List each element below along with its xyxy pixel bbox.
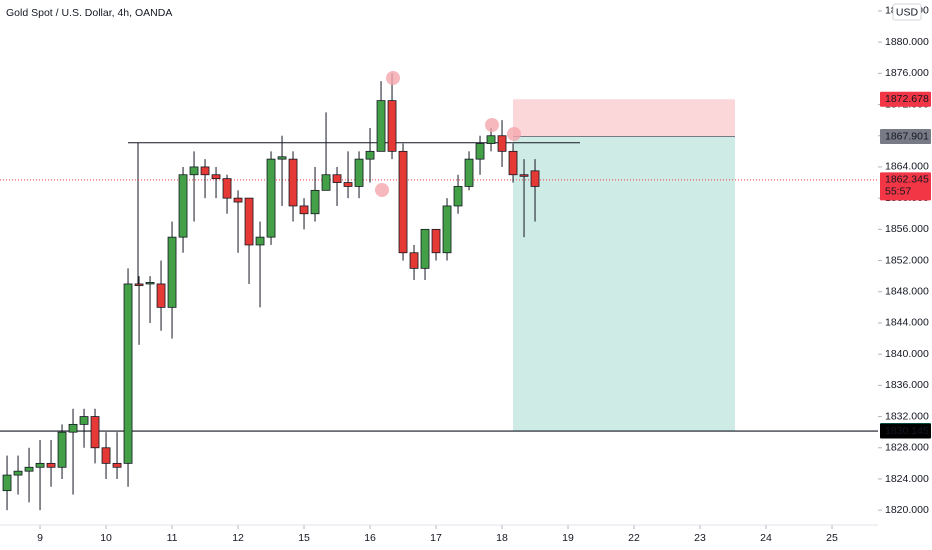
candle-body (68, 423, 78, 433)
candle-body (442, 205, 452, 254)
candle-body (310, 189, 320, 215)
x-tick-label: 12 (232, 532, 244, 544)
candle-body (288, 158, 298, 207)
candle-body (46, 462, 56, 468)
candle-body (13, 470, 23, 476)
candle-body (255, 236, 265, 246)
candle-body (57, 431, 67, 468)
x-tick-label: 17 (430, 532, 442, 544)
y-tick-label: 1832.000 (885, 410, 929, 422)
candle-body (409, 252, 419, 269)
position-layer (0, 99, 878, 432)
x-tick-label: 19 (562, 532, 574, 544)
y-tick-label: 1824.000 (885, 473, 929, 485)
price-tag (880, 172, 931, 201)
marker-circle (386, 71, 400, 85)
candle-body (211, 174, 221, 180)
candle-body (277, 156, 287, 160)
candle-body (145, 281, 155, 285)
candle-body (464, 158, 474, 187)
candle-body (387, 100, 397, 152)
candle-body (453, 186, 463, 207)
price-tag-label: 1872.678 (885, 93, 929, 105)
candle-body (376, 100, 386, 152)
y-tick-label: 1880.000 (885, 36, 929, 48)
chart-title: Gold Spot / U.S. Dollar, 4h, OANDA (6, 7, 172, 19)
candle-body (354, 158, 364, 187)
candles-layer (2, 73, 540, 511)
candle-body (200, 166, 210, 176)
price-tag (880, 423, 931, 439)
candle-body (156, 283, 166, 308)
y-tick-label: 1836.000 (885, 379, 929, 391)
price-tag-label: 1830.145 (885, 425, 929, 437)
y-tick-label: 1840.000 (885, 348, 929, 360)
x-tick-label: 9 (37, 532, 43, 544)
candle-body (244, 197, 254, 246)
candle-body (112, 462, 122, 468)
marker-circle (485, 118, 499, 132)
currency-box (892, 3, 922, 21)
candle-body (343, 182, 353, 187)
candle-body (266, 158, 276, 238)
candle-body (90, 416, 100, 449)
candle-body (2, 474, 12, 492)
candle-body (35, 462, 45, 468)
y-tick-label: 1864.000 (885, 161, 929, 173)
candle-body (398, 150, 408, 254)
currency-label: USD (896, 6, 919, 18)
candle-body (123, 283, 133, 464)
marker-circle (507, 127, 521, 141)
candle-body (233, 197, 243, 203)
candle-body (332, 174, 342, 183)
candle-body (299, 205, 309, 215)
x-tick-label: 23 (694, 532, 706, 544)
candle-body (508, 150, 518, 176)
candle-body (189, 166, 199, 176)
x-tick-label: 10 (100, 532, 112, 544)
candle-body (486, 135, 496, 144)
countdown-label: 55:57 (885, 186, 911, 198)
y-tick-label: 1852.000 (885, 254, 929, 266)
x-tick-label: 25 (826, 532, 838, 544)
y-tick-label: 1876.000 (885, 67, 929, 79)
x-tick-label: 15 (298, 532, 310, 544)
y-tick-label: 1844.000 (885, 317, 929, 329)
candle-body (167, 236, 177, 308)
price-tag (880, 91, 931, 107)
y-tick-label: 1848.000 (885, 286, 929, 298)
candle-body (475, 143, 485, 160)
candle-body (431, 228, 441, 254)
candle-body (519, 174, 529, 177)
candle-body (79, 416, 89, 425)
y-tick-label: 1856.000 (885, 223, 929, 235)
x-tick-label: 18 (496, 532, 508, 544)
candle-body (530, 170, 540, 187)
marker-circle (375, 183, 389, 197)
candle-body (101, 447, 111, 464)
axis-layer: 1820.000 1824.000 1828.000 1832.000 1836.000… (0, 5, 931, 544)
price-tag-label: 1862.345 (885, 174, 929, 186)
candle-body (321, 174, 331, 191)
x-tick-label: 16 (364, 532, 376, 544)
candle-body (497, 135, 507, 152)
candle-body (134, 283, 144, 286)
price-tag (880, 129, 931, 145)
stop-zone (513, 99, 735, 137)
candle-body (365, 150, 375, 160)
x-tick-label: 24 (760, 532, 772, 544)
x-tick-label: 22 (628, 532, 640, 544)
y-tick-label: 1828.000 (885, 442, 929, 454)
candle-body (222, 178, 232, 199)
y-tick-label: 1820.000 (885, 504, 929, 516)
candle-body (24, 466, 34, 472)
price-tag-label: 1867.901 (885, 130, 929, 142)
x-tick-label: 11 (167, 532, 178, 544)
target-zone (513, 136, 735, 431)
annotation-layer (375, 71, 521, 197)
candle-body (178, 174, 188, 238)
candle-body (420, 228, 430, 269)
